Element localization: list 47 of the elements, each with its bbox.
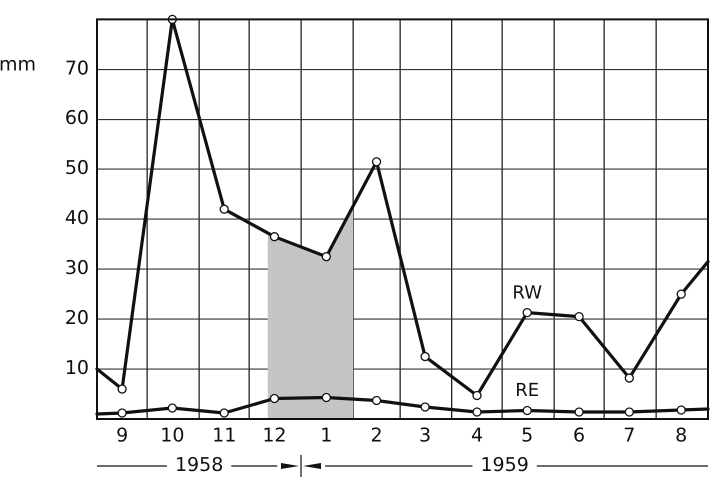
y-tick-label: 30 <box>64 257 89 280</box>
y-tick-label: 50 <box>64 157 89 180</box>
point <box>522 308 532 318</box>
point <box>574 407 584 417</box>
point <box>420 402 430 412</box>
point <box>522 406 532 416</box>
point <box>322 252 331 262</box>
text: 1958 <box>174 454 224 476</box>
point <box>220 408 229 418</box>
point <box>420 352 430 362</box>
point <box>472 390 482 400</box>
x-tick-label: 4 <box>470 424 484 446</box>
x-tick-label: 5 <box>521 424 534 446</box>
point <box>574 312 584 322</box>
point <box>624 407 634 417</box>
x-tick-label: 9 <box>116 424 128 446</box>
point <box>372 396 382 406</box>
point <box>676 405 686 415</box>
point <box>372 157 382 166</box>
point <box>624 373 634 383</box>
x-tick-label: 2 <box>370 424 383 446</box>
y-tick-label: 20 <box>64 307 89 330</box>
point <box>117 384 127 394</box>
point <box>472 407 482 417</box>
x-tick-label: 1 <box>320 424 332 446</box>
x-tick-label: 10 <box>160 424 184 446</box>
text: 1959 <box>480 454 529 476</box>
series-label: RE <box>515 380 540 402</box>
y-tick-label: 60 <box>64 107 89 130</box>
y-axis-title: mm <box>0 53 36 76</box>
x-tick-label: 8 <box>675 424 688 446</box>
point <box>220 204 229 214</box>
point <box>676 289 686 299</box>
y-tick-label: 10 <box>64 356 89 379</box>
x-tick-label: 11 <box>212 424 236 446</box>
point <box>270 394 280 404</box>
x-tick-label: 12 <box>262 424 287 446</box>
point <box>270 232 280 242</box>
point <box>168 403 177 413</box>
y-tick-label: 70 <box>64 57 89 80</box>
point <box>322 392 331 402</box>
x-tick-label: 3 <box>419 424 432 446</box>
x-tick-label: 6 <box>573 424 586 446</box>
x-tick-label: 7 <box>623 424 636 446</box>
y-tick-label: 40 <box>64 207 89 230</box>
point <box>117 408 127 418</box>
series-label: RW <box>512 282 542 304</box>
